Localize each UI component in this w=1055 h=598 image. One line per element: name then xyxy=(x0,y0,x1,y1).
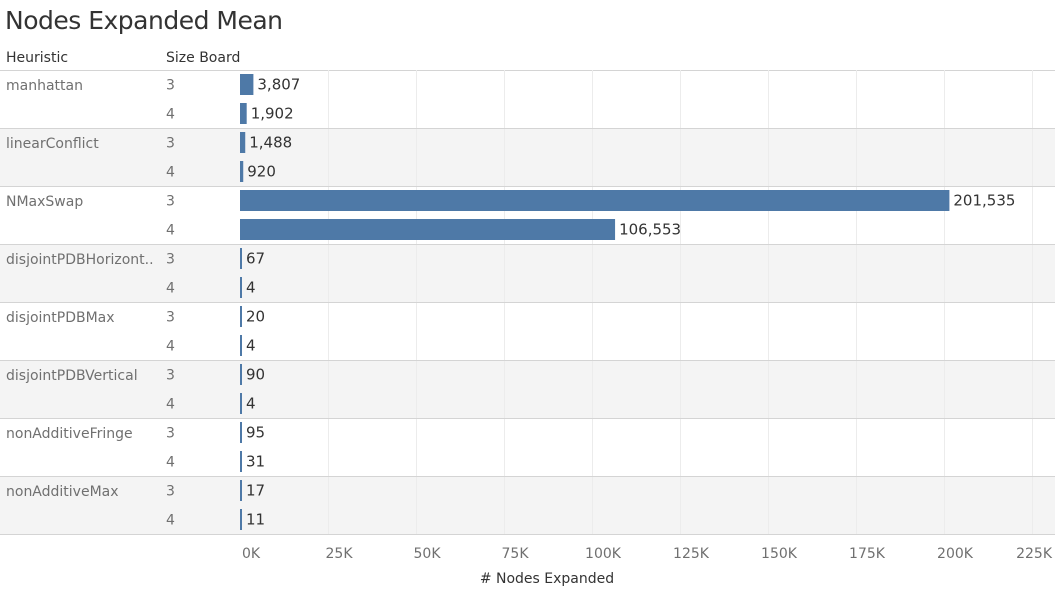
bar-value-label: 920 xyxy=(247,163,276,181)
size-board-label: 4 xyxy=(166,223,175,239)
bar xyxy=(240,248,242,269)
bar-value-label: 106,553 xyxy=(619,221,681,239)
bar-value-label: 95 xyxy=(246,424,265,442)
x-tick-label: 0K xyxy=(242,546,261,562)
size-board-label: 3 xyxy=(166,78,175,94)
x-axis-title: # Nodes Expanded xyxy=(479,571,615,587)
heuristic-label: disjointPDBMax xyxy=(6,310,115,326)
size-board-label: 3 xyxy=(166,484,175,500)
heuristic-label: disjointPDBHorizont.. xyxy=(6,252,154,268)
size-board-label: 4 xyxy=(166,165,175,181)
size-board-column-header: Size Board xyxy=(166,50,241,66)
bar xyxy=(240,422,242,443)
bar-value-label: 4 xyxy=(246,337,256,355)
bar xyxy=(240,451,242,472)
heuristic-label: NMaxSwap xyxy=(6,194,83,210)
group-band xyxy=(0,476,1055,534)
bar xyxy=(240,480,242,501)
x-tick-label: 100K xyxy=(585,546,622,562)
bar-value-label: 1,488 xyxy=(249,134,292,152)
heuristic-label: nonAdditiveFringe xyxy=(6,426,133,442)
bar xyxy=(240,219,616,240)
bar-value-label: 20 xyxy=(246,308,265,326)
group-band xyxy=(0,128,1055,186)
bar-value-label: 4 xyxy=(246,279,256,297)
size-board-label: 3 xyxy=(166,194,175,210)
size-board-label: 3 xyxy=(166,310,175,326)
x-tick-label: 150K xyxy=(761,546,798,562)
group-band xyxy=(0,360,1055,418)
chart-title: Nodes Expanded Mean xyxy=(5,6,283,35)
bar xyxy=(240,74,254,95)
x-tick-label: 200K xyxy=(937,546,974,562)
size-board-label: 4 xyxy=(166,513,175,529)
heuristic-label: linearConflict xyxy=(6,136,99,152)
bar xyxy=(240,132,246,153)
x-tick-label: 75K xyxy=(502,546,530,562)
bar-value-label: 17 xyxy=(246,482,265,500)
size-board-label: 4 xyxy=(166,455,175,471)
heuristic-label: manhattan xyxy=(6,78,83,94)
bar xyxy=(240,509,242,530)
x-tick-label: 25K xyxy=(326,546,354,562)
heuristic-label: disjointPDBVertical xyxy=(6,368,138,384)
size-board-label: 4 xyxy=(166,107,175,123)
bar xyxy=(240,393,242,414)
bar-value-label: 201,535 xyxy=(953,192,1015,210)
header-divider xyxy=(0,70,1055,71)
bar-value-label: 67 xyxy=(246,250,265,268)
bar xyxy=(240,161,244,182)
size-board-label: 4 xyxy=(166,397,175,413)
bar-value-label: 1,902 xyxy=(251,105,294,123)
bar-value-label: 3,807 xyxy=(257,76,300,94)
bar xyxy=(240,335,242,356)
bar-value-label: 90 xyxy=(246,366,265,384)
bar xyxy=(240,306,242,327)
size-board-label: 3 xyxy=(166,252,175,268)
bar xyxy=(240,190,950,211)
size-board-label: 3 xyxy=(166,136,175,152)
x-tick-label: 175K xyxy=(849,546,886,562)
bar-value-label: 31 xyxy=(246,453,265,471)
size-board-label: 4 xyxy=(166,281,175,297)
x-tick-label: 125K xyxy=(673,546,710,562)
heuristic-column-header: Heuristic xyxy=(6,50,69,66)
bar xyxy=(240,103,247,124)
bar-value-label: 11 xyxy=(246,511,265,529)
heuristic-label: nonAdditiveMax xyxy=(6,484,119,500)
size-board-label: 3 xyxy=(166,368,175,384)
bar xyxy=(240,364,242,385)
x-tick-label: 225K xyxy=(1016,546,1053,562)
bar xyxy=(240,277,242,298)
size-board-label: 3 xyxy=(166,426,175,442)
size-board-label: 4 xyxy=(166,339,175,355)
bar-value-label: 4 xyxy=(246,395,256,413)
x-tick-label: 50K xyxy=(414,546,442,562)
group-band xyxy=(0,244,1055,302)
